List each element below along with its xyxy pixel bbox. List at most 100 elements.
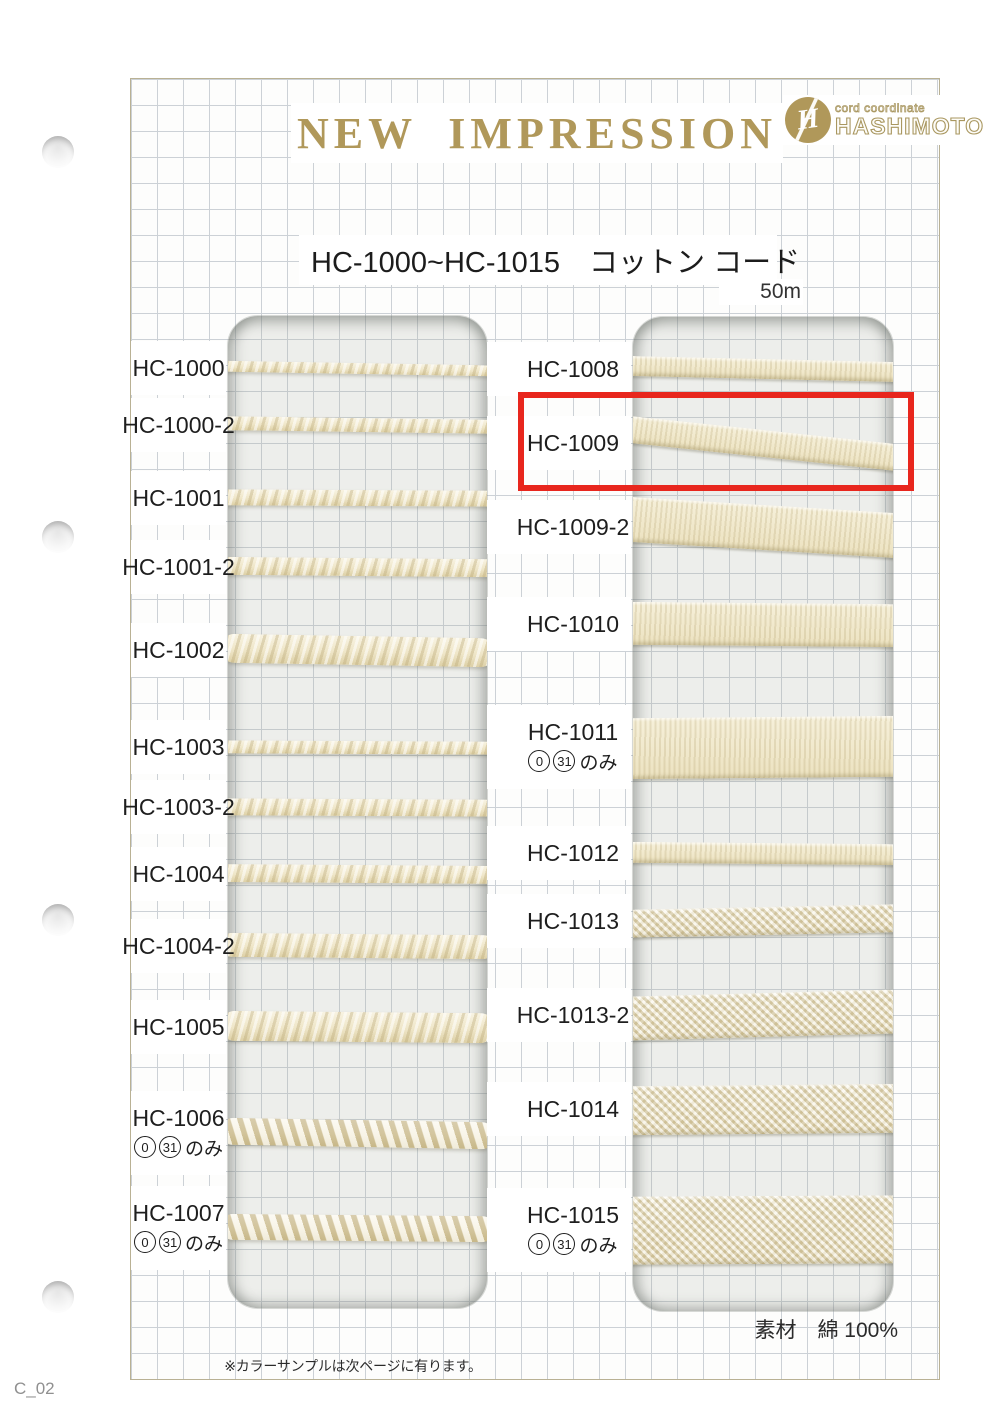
logo-tagline: cord coordinate <box>835 100 926 115</box>
sample-row-hc-1000[interactable]: HC-1000 <box>131 341 226 395</box>
sample-label: HC-1015 <box>526 1202 620 1229</box>
hashimoto-logo-icon: H <box>785 97 831 143</box>
sample-label: HC-1014 <box>526 1095 620 1122</box>
cord-sample-hc-1006[interactable] <box>228 1117 487 1149</box>
sample-row-hc-1003[interactable]: HC-1003 <box>131 720 226 774</box>
variant-note: 0 31 のみ <box>133 1134 223 1161</box>
sample-row-hc-1002[interactable]: HC-1002 <box>131 623 226 677</box>
logo-company: HASHIMOTO <box>834 113 985 140</box>
sample-row-hc-1008[interactable]: HC-1008 <box>487 342 631 396</box>
variant-suffix: のみ <box>579 752 618 774</box>
variant-suffix: のみ <box>579 1235 618 1257</box>
subtitle-band: HC-1000~HC-1015 コットン コード <box>299 235 800 285</box>
sample-row-hc-1001[interactable]: HC-1001 <box>131 471 226 525</box>
sample-label: HC-1010 <box>526 610 620 637</box>
cord-sample-hc-1013[interactable] <box>633 904 893 938</box>
circled-number: 0 <box>133 1136 156 1159</box>
sample-label: HC-1001 <box>132 484 225 511</box>
logo-monogram: H <box>794 102 821 137</box>
sample-row-hc-1012[interactable]: HC-1012 <box>487 826 631 880</box>
circled-number: 31 <box>553 1233 576 1256</box>
cord-sample-hc-1000-2[interactable] <box>228 416 487 434</box>
product-range-subtitle: HC-1000~HC-1015 コットン コード <box>311 247 801 279</box>
variant-suffix: のみ <box>184 1233 223 1255</box>
sample-label: HC-1000 <box>132 354 225 381</box>
cord-sample-hc-1003-2[interactable] <box>228 797 487 817</box>
sample-label: HC-1003-2 <box>122 793 235 820</box>
cord-sample-hc-1005[interactable] <box>228 1010 487 1044</box>
material-note: 素材 綿 100% <box>754 1319 898 1342</box>
variant-suffix: のみ <box>184 1138 223 1160</box>
punch-hole <box>42 904 74 936</box>
sample-label: HC-1013-2 <box>516 1001 630 1028</box>
sample-panel-left <box>227 315 488 1309</box>
circled-number: 31 <box>158 1136 181 1159</box>
cord-sample-hc-1002[interactable] <box>228 633 487 667</box>
sample-row-hc-1001-2[interactable]: HC-1001-2 <box>122 540 235 594</box>
circled-number: 31 <box>553 750 576 773</box>
sample-row-hc-1006[interactable]: HC-1006 0 31 のみ <box>131 1091 226 1175</box>
sample-card-page: NEW IMPRESSION H cord coordinate HASHIMO… <box>122 78 987 1380</box>
sample-label: HC-1013 <box>526 907 620 934</box>
sample-row-hc-1000-2[interactable]: HC-1000-2 <box>122 398 235 452</box>
cord-sample-hc-1009-2[interactable] <box>633 496 893 558</box>
cord-sample-hc-1007[interactable] <box>228 1213 487 1243</box>
sample-row-hc-1015[interactable]: HC-1015 0 31 のみ <box>487 1188 631 1272</box>
sample-row-hc-1013[interactable]: HC-1013 <box>487 894 631 948</box>
punch-hole <box>42 136 74 168</box>
cord-sample-hc-1010[interactable] <box>633 601 893 647</box>
sample-panel-right <box>632 316 894 1312</box>
circled-number: 0 <box>133 1231 156 1254</box>
sample-row-hc-1009-2[interactable]: HC-1009-2 <box>487 500 631 554</box>
highlight-box-hc-1009[interactable] <box>518 392 914 491</box>
cord-sample-hc-1001-2[interactable] <box>228 556 487 578</box>
cord-sample-hc-1008[interactable] <box>633 355 893 383</box>
cord-sample-hc-1015[interactable] <box>633 1195 893 1265</box>
cord-sample-hc-1004-2[interactable] <box>228 932 487 960</box>
sample-label: HC-1007 <box>132 1200 225 1227</box>
title-band: NEW IMPRESSION <box>291 103 783 163</box>
variant-note: 0 31 のみ <box>133 1229 223 1256</box>
circled-number: 0 <box>528 750 551 773</box>
cord-sample-hc-1003[interactable] <box>228 739 487 755</box>
sample-row-hc-1011[interactable]: HC-1011 0 31 のみ <box>487 705 631 789</box>
sample-label: HC-1005 <box>132 1013 225 1040</box>
circled-number: 31 <box>158 1231 181 1254</box>
cord-sample-hc-1001[interactable] <box>228 489 487 507</box>
punch-hole <box>42 521 74 553</box>
cord-sample-hc-1004[interactable] <box>228 864 487 884</box>
sample-row-hc-1014[interactable]: HC-1014 <box>487 1082 631 1136</box>
sample-label: HC-1008 <box>526 355 620 382</box>
sample-row-hc-1004-2[interactable]: HC-1004-2 <box>122 919 235 973</box>
cord-sample-hc-1014[interactable] <box>633 1083 893 1135</box>
brand-logo: H cord coordinate HASHIMOTO <box>783 95 987 145</box>
sample-row-hc-1009[interactable]: HC-1009 <box>487 416 631 470</box>
page-title: NEW IMPRESSION <box>296 108 778 158</box>
length-note: 50m <box>719 279 803 305</box>
sample-label: HC-1004 <box>132 860 225 887</box>
sample-row-hc-1010[interactable]: HC-1010 <box>487 597 631 651</box>
cord-sample-hc-1011[interactable] <box>633 715 893 779</box>
sample-label: HC-1012 <box>526 839 620 866</box>
sample-row-hc-1007[interactable]: HC-1007 0 31 のみ <box>131 1186 226 1270</box>
sample-row-hc-1005[interactable]: HC-1005 <box>131 1000 226 1054</box>
sample-row-hc-1003-2[interactable]: HC-1003-2 <box>122 780 235 834</box>
punch-hole <box>42 1281 74 1313</box>
sample-label: HC-1002 <box>132 636 225 663</box>
sample-label: HC-1009-2 <box>516 513 630 540</box>
sample-label: HC-1003 <box>132 733 225 760</box>
sample-label: HC-1011 <box>527 719 619 746</box>
sample-label: HC-1000-2 <box>122 411 235 438</box>
variant-note: 0 31 のみ <box>528 748 618 775</box>
page-code: C_02 <box>14 1379 55 1398</box>
cord-sample-hc-1013-2[interactable] <box>633 989 893 1041</box>
color-sample-footnote: ※カラーサンプルは次ページに有ります。 <box>224 1358 482 1374</box>
cord-sample-hc-1012[interactable] <box>633 841 893 865</box>
circled-number: 0 <box>528 1233 551 1256</box>
sample-row-hc-1013-2[interactable]: HC-1013-2 <box>487 988 631 1042</box>
variant-note: 0 31 のみ <box>528 1231 618 1258</box>
cord-sample-hc-1000[interactable] <box>228 360 487 376</box>
sample-row-hc-1004[interactable]: HC-1004 <box>131 847 226 901</box>
sample-label: HC-1009 <box>526 429 620 456</box>
